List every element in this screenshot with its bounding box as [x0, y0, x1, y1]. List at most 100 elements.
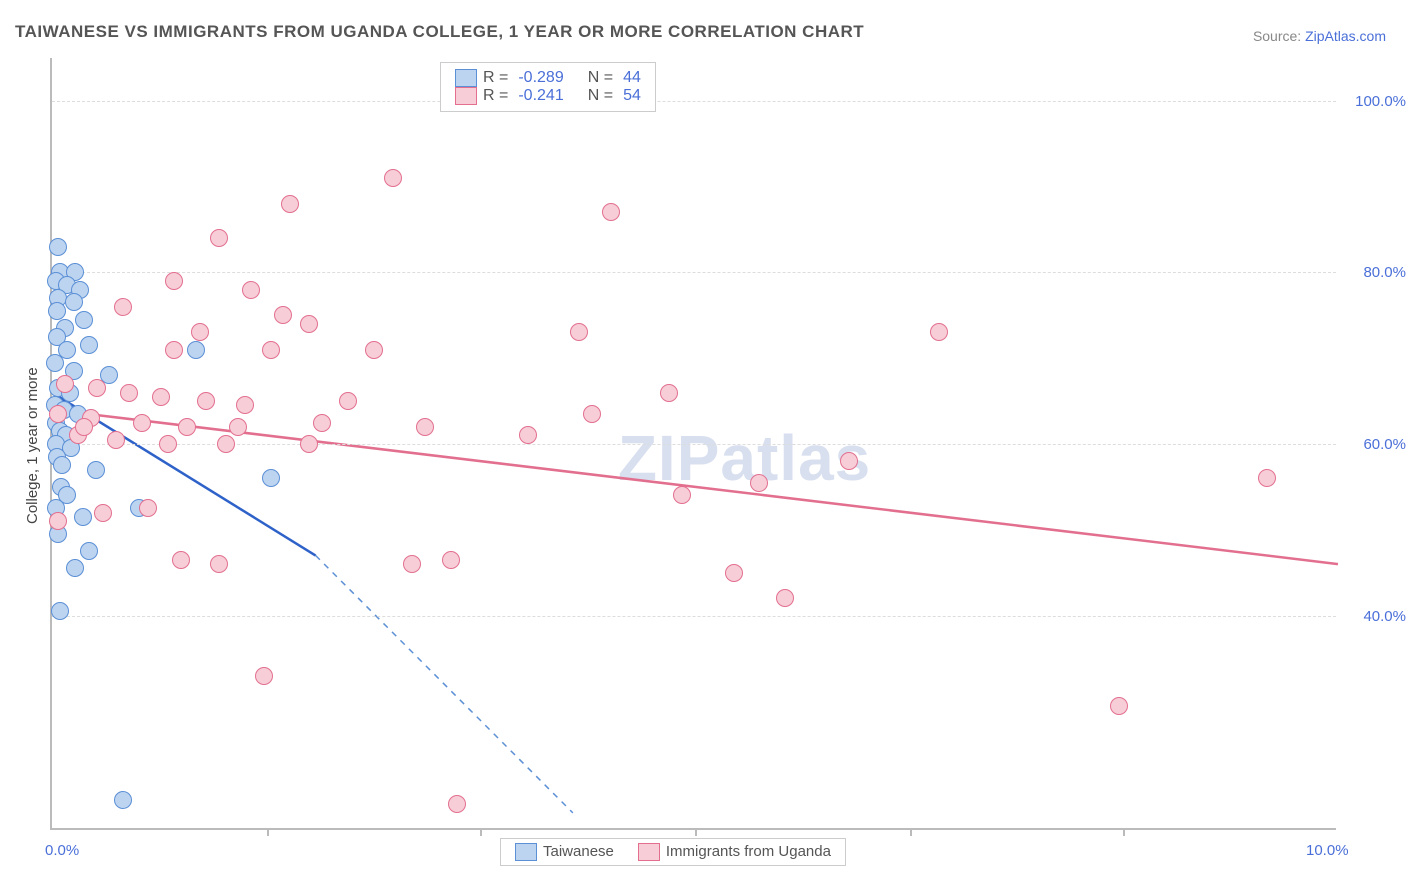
data-point-taiwanese	[114, 791, 132, 809]
data-point-uganda	[725, 564, 743, 582]
data-point-uganda	[339, 392, 357, 410]
gridline	[52, 444, 1336, 445]
data-point-uganda	[570, 323, 588, 341]
legend-swatch	[638, 843, 660, 861]
r-value: -0.289	[518, 69, 563, 87]
data-point-uganda	[274, 306, 292, 324]
data-point-uganda	[255, 667, 273, 685]
data-point-taiwanese	[66, 559, 84, 577]
x-tick-mark	[480, 828, 482, 836]
data-point-uganda	[94, 504, 112, 522]
data-point-uganda	[139, 499, 157, 517]
y-tick-label: 40.0%	[1346, 608, 1406, 625]
data-point-uganda	[133, 414, 151, 432]
x-tick-max: 10.0%	[1306, 842, 1349, 859]
gridline	[52, 272, 1336, 273]
n-label: N =	[588, 87, 613, 105]
legend-swatch	[455, 69, 477, 87]
gridline	[52, 616, 1336, 617]
data-point-uganda	[49, 512, 67, 530]
data-point-taiwanese	[46, 354, 64, 372]
data-point-uganda	[49, 405, 67, 423]
r-value: -0.241	[518, 87, 563, 105]
data-point-uganda	[178, 418, 196, 436]
data-point-taiwanese	[262, 469, 280, 487]
data-point-uganda	[152, 388, 170, 406]
data-point-taiwanese	[65, 293, 83, 311]
data-point-uganda	[210, 229, 228, 247]
data-point-taiwanese	[75, 311, 93, 329]
data-point-uganda	[776, 589, 794, 607]
data-point-uganda	[313, 414, 331, 432]
series-legend: Taiwanese Immigrants from Uganda	[500, 838, 846, 866]
data-point-uganda	[229, 418, 247, 436]
data-point-uganda	[300, 315, 318, 333]
data-point-uganda	[416, 418, 434, 436]
data-point-uganda	[840, 452, 858, 470]
data-point-uganda	[88, 379, 106, 397]
gridline	[52, 101, 1336, 102]
legend-label: Immigrants from Uganda	[666, 843, 831, 860]
data-point-uganda	[75, 418, 93, 436]
data-point-uganda	[519, 426, 537, 444]
data-point-uganda	[210, 555, 228, 573]
data-point-taiwanese	[74, 508, 92, 526]
plot-area: ZIPatlas 40.0%60.0%80.0%100.0%	[50, 58, 1336, 830]
chart-container: { "title": "TAIWANESE VS IMMIGRANTS FROM…	[0, 0, 1406, 892]
data-point-uganda	[197, 392, 215, 410]
source-label: Source: ZipAtlas.com	[1253, 28, 1386, 44]
n-value: 44	[623, 69, 641, 87]
x-tick-mark	[267, 828, 269, 836]
y-tick-label: 80.0%	[1346, 264, 1406, 281]
y-tick-label: 60.0%	[1346, 436, 1406, 453]
data-point-uganda	[56, 375, 74, 393]
data-point-uganda	[583, 405, 601, 423]
data-point-uganda	[107, 431, 125, 449]
r-label: R =	[483, 69, 508, 87]
data-point-uganda	[384, 169, 402, 187]
chart-title: TAIWANESE VS IMMIGRANTS FROM UGANDA COLL…	[15, 22, 864, 42]
x-tick-mark	[695, 828, 697, 836]
data-point-taiwanese	[49, 238, 67, 256]
legend-label: Taiwanese	[543, 843, 614, 860]
legend-swatch	[455, 87, 477, 105]
data-point-uganda	[673, 486, 691, 504]
data-point-taiwanese	[187, 341, 205, 359]
legend-swatch	[515, 843, 537, 861]
source-link[interactable]: ZipAtlas.com	[1305, 28, 1386, 44]
data-point-uganda	[442, 551, 460, 569]
source-prefix: Source:	[1253, 28, 1305, 44]
data-point-uganda	[191, 323, 209, 341]
legend-row-uganda: R =-0.241N =54	[455, 87, 641, 105]
data-point-uganda	[300, 435, 318, 453]
data-point-uganda	[448, 795, 466, 813]
data-point-uganda	[750, 474, 768, 492]
data-point-uganda	[165, 341, 183, 359]
data-point-taiwanese	[80, 336, 98, 354]
data-point-uganda	[114, 298, 132, 316]
data-point-uganda	[159, 435, 177, 453]
data-point-uganda	[236, 396, 254, 414]
data-point-uganda	[660, 384, 678, 402]
data-point-uganda	[217, 435, 235, 453]
data-point-uganda	[602, 203, 620, 221]
data-point-uganda	[365, 341, 383, 359]
r-label: R =	[483, 87, 508, 105]
n-label: N =	[588, 69, 613, 87]
data-point-uganda	[281, 195, 299, 213]
x-tick-min: 0.0%	[45, 842, 79, 859]
data-point-uganda	[172, 551, 190, 569]
x-tick-mark	[910, 828, 912, 836]
legend-item-taiwanese: Taiwanese	[515, 843, 614, 861]
data-point-uganda	[165, 272, 183, 290]
x-tick-mark	[1123, 828, 1125, 836]
legend-item-uganda: Immigrants from Uganda	[638, 843, 831, 861]
data-point-taiwanese	[53, 456, 71, 474]
data-point-uganda	[1110, 697, 1128, 715]
data-point-uganda	[403, 555, 421, 573]
data-point-taiwanese	[87, 461, 105, 479]
legend-row-taiwanese: R = -0.289 N = 44	[455, 69, 641, 87]
data-point-uganda	[1258, 469, 1276, 487]
data-point-taiwanese	[51, 602, 69, 620]
data-point-uganda	[120, 384, 138, 402]
